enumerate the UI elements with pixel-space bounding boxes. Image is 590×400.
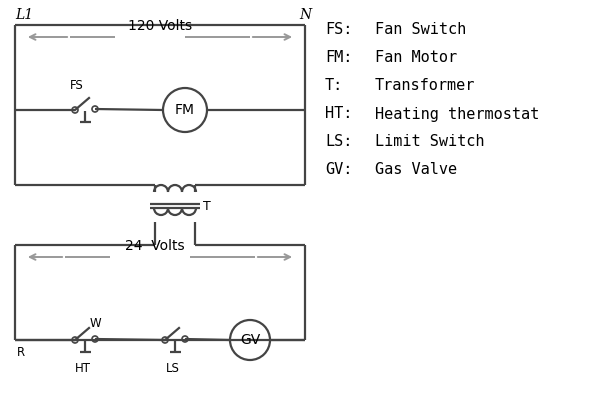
Text: R: R [17, 346, 25, 359]
Text: FS:: FS: [325, 22, 352, 38]
Text: L1: L1 [15, 8, 33, 22]
Text: FM: FM [175, 103, 195, 117]
Text: T: T [203, 200, 211, 212]
Text: Gas Valve: Gas Valve [375, 162, 457, 178]
Text: GV:: GV: [325, 162, 352, 178]
Text: Fan Motor: Fan Motor [375, 50, 457, 66]
Text: Fan Switch: Fan Switch [375, 22, 466, 38]
Text: FM:: FM: [325, 50, 352, 66]
Text: Transformer: Transformer [375, 78, 476, 94]
Text: T:: T: [325, 78, 343, 94]
Text: HT:: HT: [325, 106, 352, 122]
Text: LS: LS [166, 362, 180, 375]
Text: Heating thermostat: Heating thermostat [375, 106, 539, 122]
Text: LS:: LS: [325, 134, 352, 150]
Text: 24  Volts: 24 Volts [125, 239, 185, 253]
Text: N: N [299, 8, 311, 22]
Text: FS: FS [70, 79, 84, 92]
Text: Limit Switch: Limit Switch [375, 134, 484, 150]
Text: W: W [89, 317, 101, 330]
Text: GV: GV [240, 333, 260, 347]
Text: 120 Volts: 120 Volts [128, 19, 192, 33]
Text: HT: HT [75, 362, 91, 375]
